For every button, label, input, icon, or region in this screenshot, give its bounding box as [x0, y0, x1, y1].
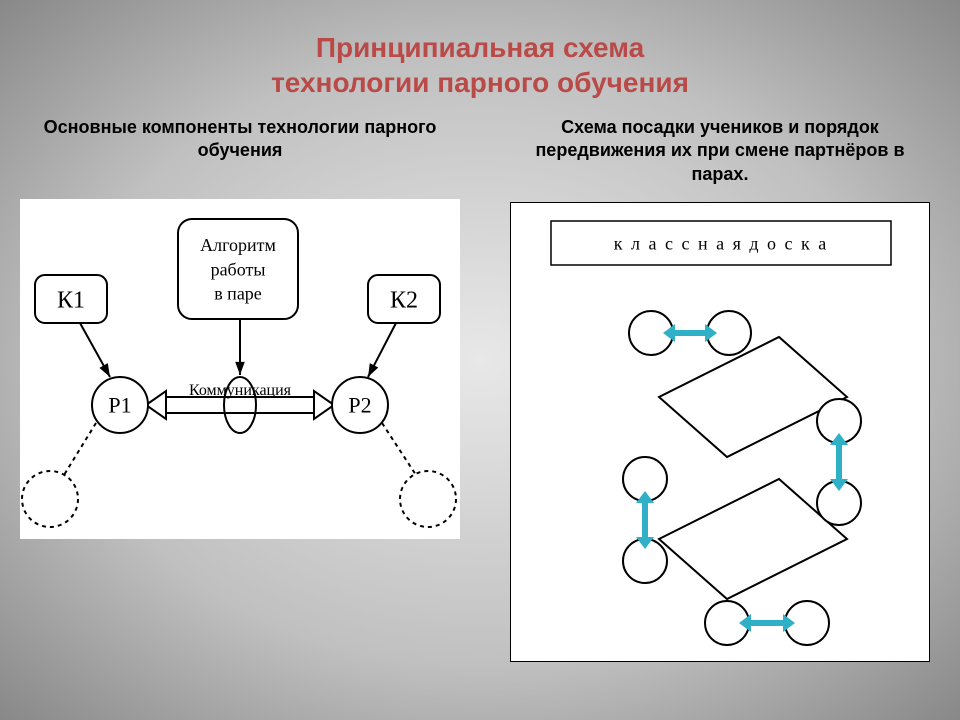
title-line-2: технологии парного обучения [271, 67, 689, 98]
svg-text:к л а с с н а я д о с к а: к л а с с н а я д о с к а [614, 233, 828, 253]
right-subhead: Схема посадки учеников и порядок передви… [500, 110, 940, 202]
page-title: Принципиальная схема технологии парного … [0, 0, 960, 100]
svg-text:К2: К2 [390, 287, 418, 313]
svg-text:Алгоритм: Алгоритм [200, 235, 276, 255]
left-diagram-svg: К1 К2 Алгоритм работы в паре Р1 Р2 Коммуникация [20, 199, 460, 539]
svg-text:работы: работы [211, 259, 266, 279]
right-diagram-svg: к л а с с н а я д о с к а [511, 203, 931, 663]
svg-text:Р2: Р2 [348, 392, 371, 417]
svg-text:Коммуникация: Коммуникация [189, 382, 292, 399]
title-line-1: Принципиальная схема [316, 32, 644, 63]
left-col: Основные компоненты технологии парного о… [0, 110, 480, 662]
columns: Основные компоненты технологии парного о… [0, 110, 960, 662]
svg-text:в паре: в паре [214, 283, 262, 303]
left-subhead: Основные компоненты технологии парного о… [20, 110, 460, 179]
right-diagram-panel: к л а с с н а я д о с к а [510, 202, 930, 662]
svg-text:Р1: Р1 [108, 392, 131, 417]
svg-text:К1: К1 [57, 287, 85, 313]
left-diagram-panel: К1 К2 Алгоритм работы в паре Р1 Р2 Коммуникация [20, 199, 460, 539]
right-col: Схема посадки учеников и порядок передви… [480, 110, 960, 662]
